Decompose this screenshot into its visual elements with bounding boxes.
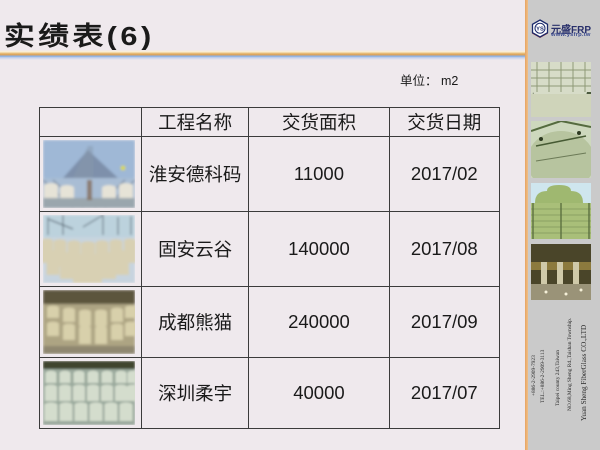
svg-text:YS: YS (536, 27, 544, 33)
